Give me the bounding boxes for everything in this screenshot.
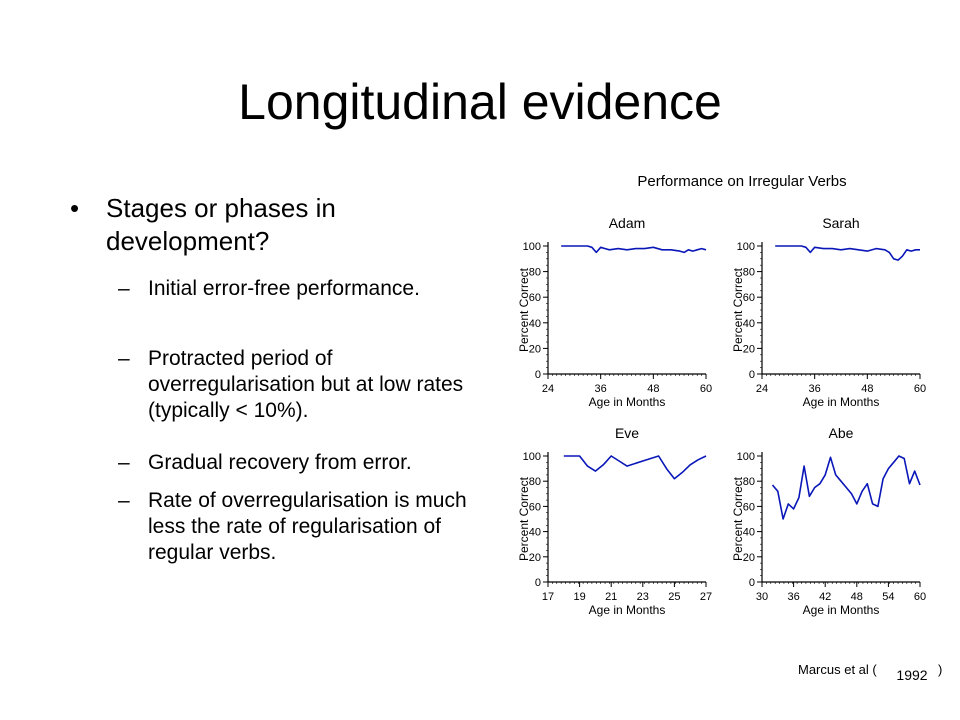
x-tick-label: 54	[882, 591, 894, 603]
x-tick-label: 36	[809, 383, 821, 395]
y-tick-label: 100	[737, 451, 755, 463]
series-line-adam	[561, 245, 707, 254]
y-tick-label: 0	[535, 577, 541, 589]
y-tick-label: 0	[749, 369, 755, 381]
x-tick-label: 23	[637, 591, 649, 603]
citation-year: 1992	[896, 667, 927, 683]
x-tick-label: 48	[861, 383, 873, 395]
y-tick-label: 20	[743, 552, 755, 564]
y-axis-label: Percent Correct	[731, 476, 745, 561]
main-bullet-text: Stages or phases in development?	[106, 193, 336, 256]
sub-bullet-dash: –	[118, 451, 130, 474]
x-tick-label: 48	[851, 591, 863, 603]
y-tick-label: 40	[529, 318, 541, 330]
y-tick-label: 60	[743, 292, 755, 304]
x-tick-label: 42	[819, 591, 831, 603]
y-tick-label: 80	[743, 476, 755, 488]
panel-title: Abe	[829, 425, 854, 441]
panel-title: Sarah	[822, 215, 859, 231]
sub-bullet-text: Initial error-free performance.	[148, 277, 420, 300]
y-axis-label: Percent Correct	[731, 267, 745, 352]
sub-bullet-dash: –	[118, 277, 130, 300]
x-axis-label: Age in Months	[803, 395, 880, 409]
y-tick-label: 100	[523, 451, 541, 463]
series-line-abe	[771, 455, 921, 520]
panel-title: Eve	[615, 425, 639, 441]
slide-title: Longitudinal evidence	[238, 74, 722, 130]
panel-title: Adam	[609, 215, 646, 231]
citation: Marcus et al (	[798, 662, 877, 677]
x-tick-label: 36	[787, 591, 799, 603]
x-tick-label: 30	[756, 591, 768, 603]
y-tick-label: 0	[749, 577, 755, 589]
y-tick-label: 100	[523, 241, 541, 253]
bullet-dot: •	[70, 193, 80, 223]
chart-panel-eve: Eve 0 20 40 60 80 100 17 19 21 23 25 27 Age in Months…	[517, 425, 712, 617]
chart-panel-adam: Adam 0 20 40 60 80 100 24 36 48 60 Age in Months Per…	[517, 215, 712, 409]
chart-panel-sarah: Sarah 0 20 40 60 80 100 24 36 48 60 Age in Months Pe…	[731, 215, 926, 409]
y-tick-label: 40	[743, 527, 755, 539]
y-tick-label: 100	[737, 241, 755, 253]
y-tick-label: 60	[529, 292, 541, 304]
x-tick-label: 21	[605, 591, 617, 603]
figure-title: Performance on Irregular Verbs	[637, 173, 846, 190]
x-tick-label: 25	[668, 591, 680, 603]
series-line-eve	[563, 455, 707, 480]
sub-bullet-dash: –	[118, 489, 130, 512]
x-tick-label: 19	[573, 591, 585, 603]
x-tick-label: 60	[914, 591, 926, 603]
y-axis-label: Percent Correct	[517, 267, 531, 352]
y-tick-label: 20	[529, 343, 541, 355]
x-tick-label: 24	[756, 383, 768, 395]
x-tick-label: 60	[700, 383, 712, 395]
y-tick-label: 80	[529, 476, 541, 488]
x-axis-label: Age in Months	[589, 603, 666, 617]
x-tick-label: 60	[914, 383, 926, 395]
x-axis-label: Age in Months	[803, 603, 880, 617]
sub-bullet-text: Gradual recovery from error.	[148, 451, 412, 474]
sub-bullet-text: Protracted period of overregularisation …	[148, 347, 464, 422]
x-tick-label: 36	[595, 383, 607, 395]
series-line-sarah	[775, 245, 920, 261]
chart-panel-abe: Abe 0 20 40 60 80 100 30 36 42 48 54 60 Age in Months…	[731, 425, 926, 617]
y-tick-label: 20	[529, 552, 541, 564]
y-tick-label: 40	[743, 318, 755, 330]
y-tick-label: 0	[535, 369, 541, 381]
citation-close: )	[938, 662, 942, 677]
y-tick-label: 60	[743, 501, 755, 513]
y-axis-label: Percent Correct	[517, 476, 531, 561]
x-axis-label: Age in Months	[589, 395, 666, 409]
y-tick-label: 40	[529, 527, 541, 539]
x-tick-label: 24	[542, 383, 554, 395]
y-tick-label: 60	[529, 501, 541, 513]
y-tick-label: 80	[743, 267, 755, 279]
y-tick-label: 20	[743, 343, 755, 355]
y-tick-label: 80	[529, 267, 541, 279]
sub-bullet-text: Rate of overregularisation is much less …	[148, 489, 467, 564]
x-tick-label: 48	[647, 383, 659, 395]
x-tick-label: 27	[700, 591, 712, 603]
sub-bullet-dash: –	[118, 347, 130, 370]
x-tick-label: 17	[542, 591, 554, 603]
